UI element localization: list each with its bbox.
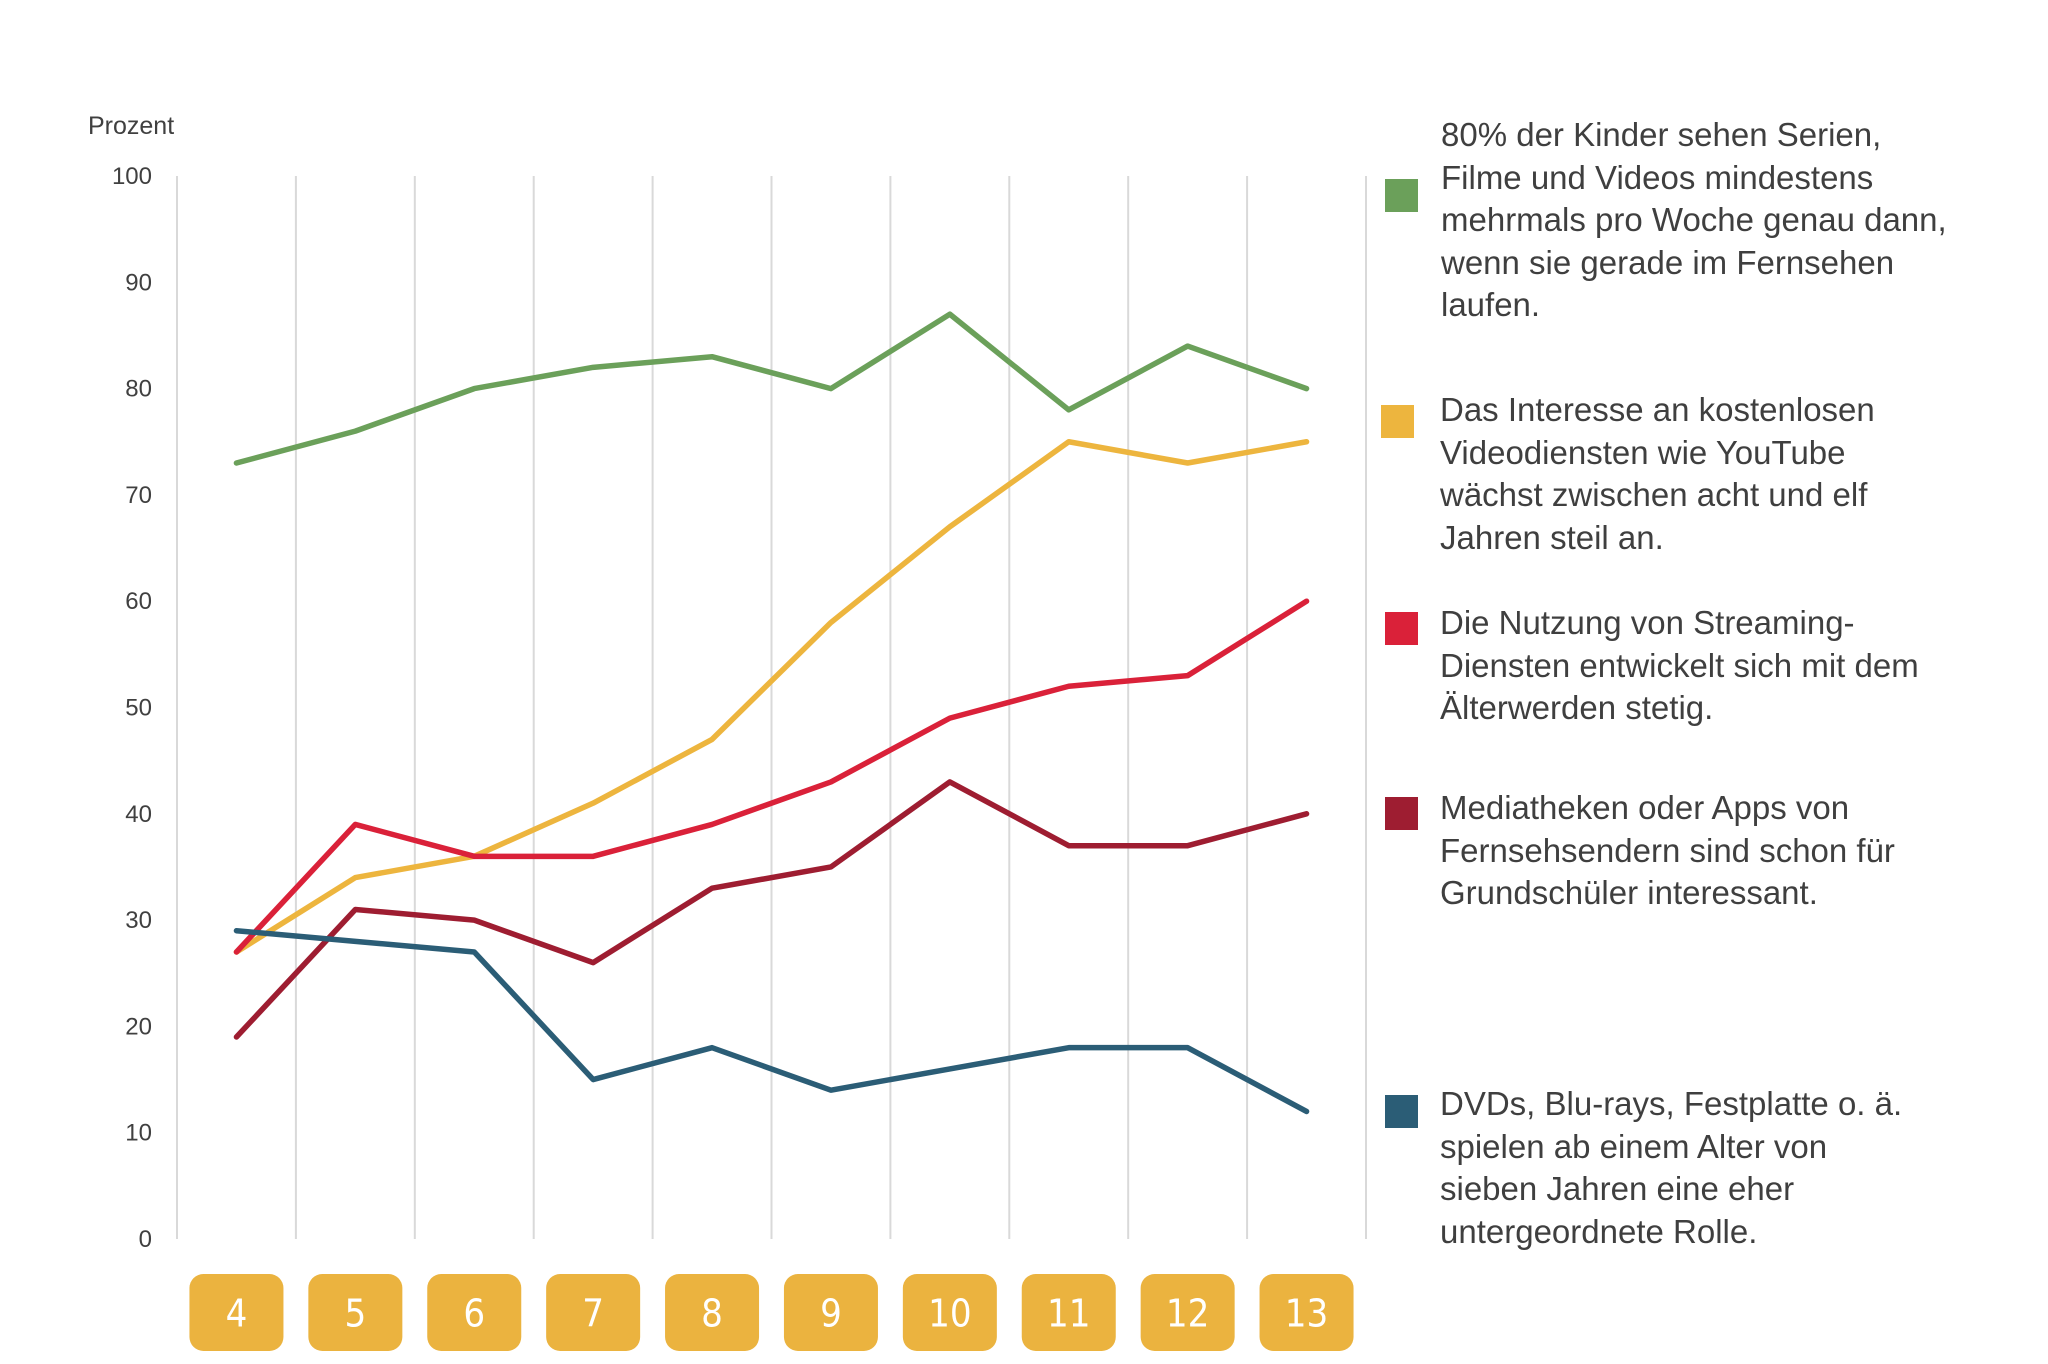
- y-tick-label: 80: [125, 376, 152, 403]
- x-badge: [546, 1274, 641, 1351]
- y-tick-label: 0: [139, 1226, 152, 1253]
- x-tick-label: 4: [226, 1292, 248, 1336]
- x-tick-label: 10: [928, 1292, 972, 1336]
- legend-swatch-blue: [1385, 1095, 1418, 1128]
- x-tick-label: 9: [820, 1292, 842, 1336]
- x-badge: [308, 1274, 403, 1351]
- legend-text: Mediatheken oder Apps von Fernsehsendern…: [1440, 789, 1895, 911]
- x-badge: [902, 1274, 997, 1351]
- y-axis-ticks: 0 10 20 30 40 50 60 70 80 90 100: [112, 163, 152, 1253]
- series-line-3: [233, 779, 1310, 1040]
- y-tick-label: 70: [125, 482, 152, 509]
- series-line-2: [233, 598, 1310, 955]
- y-tick-label: 20: [125, 1013, 152, 1040]
- x-tick-label: 12: [1166, 1292, 1210, 1336]
- x-axis-badges: 4 5 6 7 8 9 10 11 12 13: [189, 1274, 1354, 1351]
- y-tick-label: 60: [125, 588, 152, 615]
- x-badge: [189, 1274, 284, 1351]
- x-tick-label: 11: [1047, 1292, 1091, 1336]
- x-tick-label: 8: [701, 1292, 723, 1336]
- x-badge: [1140, 1274, 1235, 1351]
- x-tick-label: 6: [463, 1292, 485, 1336]
- x-badge: [427, 1274, 522, 1351]
- series-line-0: [233, 311, 1310, 466]
- x-tick-label: 5: [344, 1292, 366, 1336]
- x-tick-label: 7: [582, 1292, 604, 1336]
- legend-swatch-green: [1385, 179, 1418, 212]
- x-badge: [783, 1274, 878, 1351]
- series-line-1: [233, 439, 1310, 955]
- x-badge: [1021, 1274, 1116, 1351]
- legend-swatch-darkred: [1385, 797, 1418, 830]
- x-badge: [665, 1274, 760, 1351]
- y-axis-label: Prozent: [88, 112, 174, 140]
- legend-text: DVDs, Blu-rays, Festplatte o. ä. spielen…: [1440, 1085, 1903, 1250]
- y-tick-label: 100: [112, 163, 152, 190]
- legend-swatch-yellow: [1381, 405, 1414, 438]
- legend-swatch-red: [1385, 612, 1418, 645]
- y-tick-label: 90: [125, 269, 152, 296]
- series-lines: [233, 311, 1310, 1115]
- y-tick-label: 10: [125, 1120, 152, 1147]
- series-line-4: [233, 927, 1310, 1115]
- y-tick-label: 50: [125, 695, 152, 722]
- legend-text: Das Interesse an kostenlosen Videodienst…: [1440, 391, 1875, 556]
- y-tick-label: 40: [125, 801, 152, 828]
- gridlines: [176, 176, 1367, 1239]
- y-tick-label: 30: [125, 907, 152, 934]
- x-badge: [1259, 1274, 1354, 1351]
- legend-text: Die Nutzung von Streaming- Diensten entw…: [1440, 604, 1919, 726]
- legend-text: 80% der Kinder sehen Serien, Filme und V…: [1441, 116, 1947, 323]
- x-tick-label: 13: [1285, 1292, 1329, 1336]
